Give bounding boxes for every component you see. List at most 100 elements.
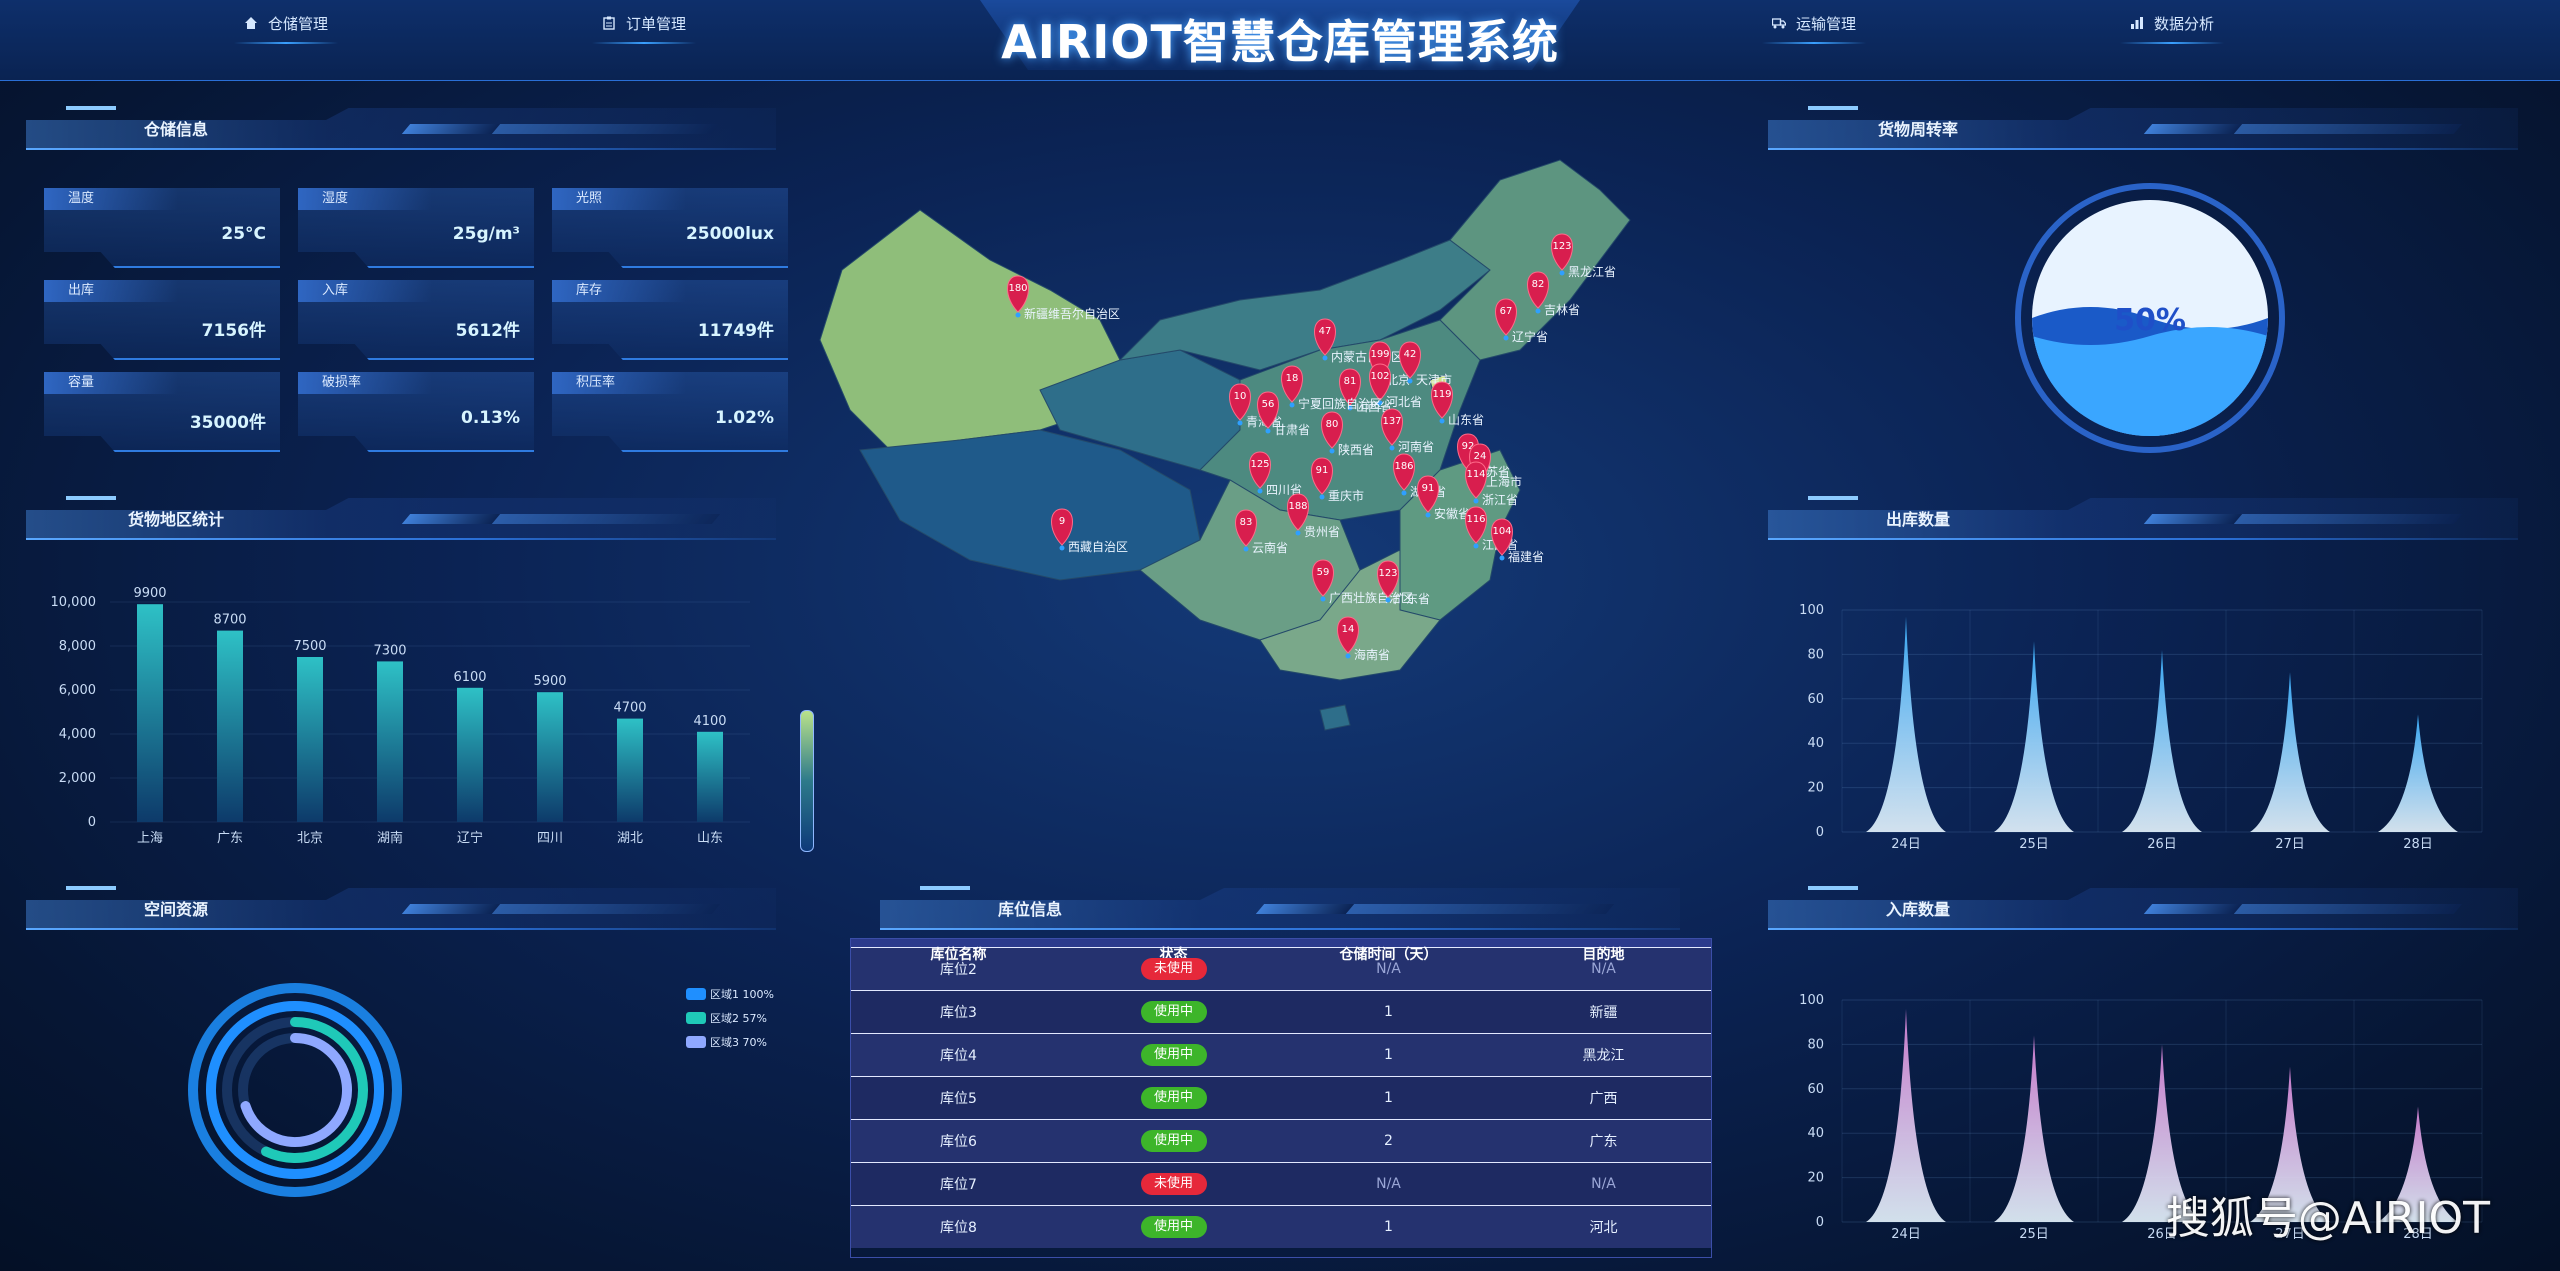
marker-label: 黑龙江省 [1568,265,1616,279]
gauge-wave-front [2032,327,2268,436]
nav-warehouse[interactable]: 仓储管理 [233,10,339,44]
x-tick-label: 26日 [2147,837,2177,852]
status-cell: 使用中 [1066,1216,1281,1238]
status-badge: 使用中 [1140,1130,1207,1152]
y-tick-label: 0 [1816,1215,1824,1230]
y-tick-label: 20 [1807,781,1824,796]
table-row[interactable]: 库位4 使用中 1 黑龙江 [851,1033,1711,1076]
nav-orders[interactable]: 订单管理 [591,10,697,44]
table-row[interactable]: 库位8 使用中 1 河北 [851,1205,1711,1248]
y-tick-label: 60 [1807,1082,1824,1097]
x-tick-label: 山东 [697,831,723,846]
nav-transport[interactable]: 运输管理 [1761,10,1867,44]
marker-value: 81 [1344,376,1357,387]
y-tick-label: 4,000 [59,727,96,742]
panel-title: 货物地区统计 [127,510,224,529]
marker-dot [1473,498,1479,504]
ring-arc [261,1017,368,1163]
marker-dot [1559,270,1565,276]
table-row[interactable]: 库位5 使用中 1 广西 [851,1076,1711,1119]
ring-arc [240,1033,352,1147]
marker-value: 92 [1462,441,1475,452]
title-banner [980,0,1580,70]
panel-title: 空间资源 [143,900,208,919]
map-region-northeast [1439,159,1631,361]
card-label: 出库 [44,280,178,302]
marker-label: 河北省 [1386,395,1422,409]
panel-header-slot-info: 库位信息 [880,878,1680,930]
card-label: 温度 [44,188,178,210]
bar [457,687,483,822]
marker-dot [1319,494,1325,500]
marker-value: 9 [1059,516,1065,527]
map-marker: 18 宁夏回族自治区 [1281,365,1382,411]
outbound-chart: 100 80 60 40 20 0 24日 25日 26日 27日 28日 [1799,603,2483,852]
marker-value: 83 [1240,517,1253,528]
marker-pin-icon [1399,341,1421,379]
marker-dot [1329,448,1335,454]
status-cell: 未使用 [1066,1173,1281,1195]
card-value: 25°C [221,224,266,244]
marker-label: 福建省 [1508,549,1544,564]
data-label: 7500 [293,639,326,654]
card-label: 库存 [552,280,686,302]
marker-dot [1439,418,1445,424]
card-value: 25g/m³ [452,224,520,244]
x-tick-label: 28日 [2403,1227,2433,1242]
marker-dot [1535,308,1541,314]
marker-pin-icon [1249,451,1271,489]
column-header: 仓储时间（天） [1339,947,1438,963]
marker-dot [1389,445,1395,451]
legend-label: 区域2 57% [710,1012,767,1025]
marker-dot [1243,546,1249,552]
days-cell: 1 [1384,1219,1393,1235]
y-tick-label: 10,000 [51,595,97,610]
card-label: 破损率 [298,372,432,394]
legend-swatch [686,1036,706,1048]
nav-analytics[interactable]: 数据分析 [2119,10,2225,44]
x-tick-label: 27日 [2275,837,2305,852]
map-marker: 114 浙江省 [1465,461,1518,507]
marker-label: 四川省 [1266,483,1302,497]
x-tick-label: 四川 [537,831,563,846]
column-header: 库位名称 [930,947,987,963]
marker-dot [1265,428,1271,434]
card-label: 积压率 [552,372,686,394]
marker-value: 24 [1474,451,1487,462]
marker-dot [1401,490,1407,496]
marker-label: 广东省 [1394,592,1430,606]
nav-label: 数据分析 [2154,14,2215,33]
map-marker: 67 辽宁省 [1495,298,1548,344]
marker-value: 104 [1492,526,1511,537]
destination-cell: 广东 [1589,1134,1618,1150]
slot-name-cell: 库位5 [940,1091,977,1107]
x-tick-label: 28日 [2403,837,2433,852]
marker-value: 186 [1394,461,1413,472]
table-row[interactable]: 库位3 使用中 1 新疆 [851,990,1711,1033]
nav-label: 订单管理 [626,14,687,33]
data-label: 4100 [693,714,726,729]
status-badge: 使用中 [1140,1216,1207,1238]
bar [137,604,163,822]
table-row[interactable]: 库位6 使用中 2 广东 [851,1119,1711,1162]
marker-label: 云南省 [1252,540,1288,555]
map-legend-slider[interactable] [800,710,814,852]
x-tick-label: 25日 [2019,1227,2049,1242]
info-card-outbound: 出库 7156件 [44,280,280,360]
slot-name-cell: 库位4 [940,1048,977,1064]
outer-ring [188,983,402,1197]
table-row[interactable]: 库位2 未使用 N/A N/A [851,947,1711,990]
destination-cell: 河北 [1589,1220,1618,1236]
peak [2378,714,2458,832]
marker-label: 贵州省 [1304,525,1340,539]
card-label: 入库 [298,280,432,302]
peak [2250,672,2330,832]
y-tick-label: 40 [1807,736,1824,751]
marker-pin-icon [1465,506,1487,544]
marker-value: 67 [1500,306,1513,317]
status-badge: 未使用 [1140,958,1207,980]
y-tick-label: 100 [1799,993,1824,1008]
slot-name-cell: 库位6 [940,1134,977,1150]
marker-pin-icon [1551,233,1573,271]
table-row[interactable]: 库位7 未使用 N/A N/A [851,1162,1711,1205]
